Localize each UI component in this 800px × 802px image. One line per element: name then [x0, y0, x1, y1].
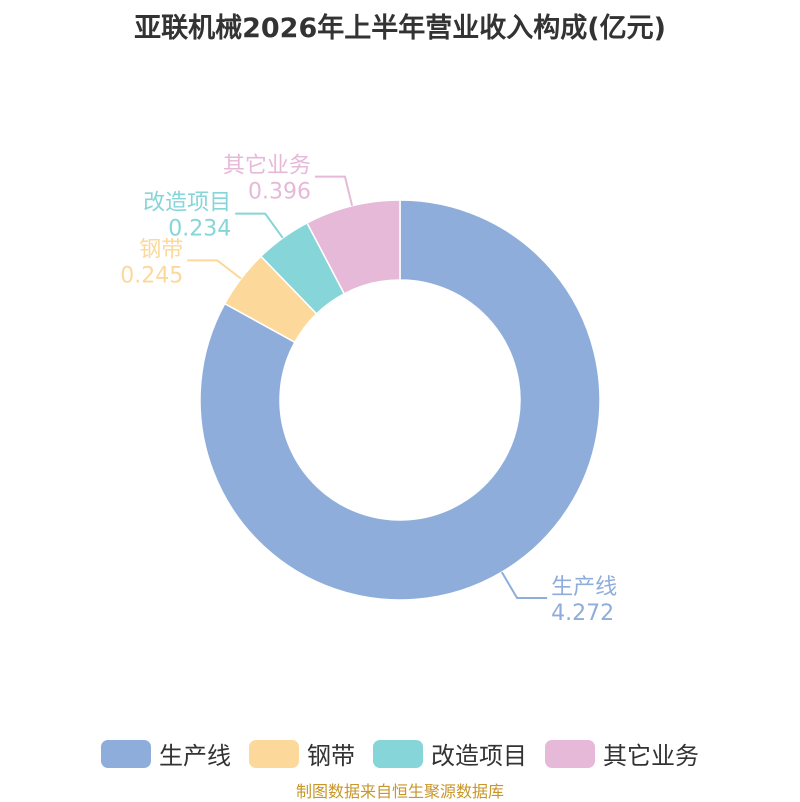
- legend-item-other-business[interactable]: 其它业务: [545, 736, 699, 771]
- legend-label: 钢带: [307, 742, 355, 770]
- legend-item-production-line[interactable]: 生产线: [101, 736, 231, 771]
- slice-value-production-line: 4.272: [551, 601, 614, 626]
- legend-label: 其它业务: [603, 742, 699, 770]
- slice-value-steel-belt: 0.245: [120, 263, 183, 288]
- legend-label: 生产线: [159, 742, 231, 770]
- leader-line-steel-belt: [187, 259, 242, 280]
- leader-line-renovation-project: [235, 212, 284, 239]
- leader-line-production-line: [500, 571, 548, 599]
- legend-swatch: [101, 739, 151, 768]
- legend-swatch: [249, 739, 299, 768]
- legend-item-steel-belt[interactable]: 钢带: [249, 736, 355, 771]
- chart-title: 亚联机械2026年上半年营业收入构成(亿元): [134, 13, 666, 44]
- slice-value-renovation-project: 0.234: [168, 217, 231, 242]
- slice-label-steel-belt: 钢带: [139, 237, 183, 262]
- leader-line-other-business: [314, 175, 354, 207]
- chart-legend: 生产线 钢带 改造项目 其它业务: [0, 736, 800, 771]
- data-source-note: 制图数据来自恒生聚源数据库: [295, 782, 504, 801]
- slice-label-production-line: 生产线: [551, 575, 617, 600]
- legend-swatch: [545, 739, 595, 768]
- slice-label-other-business: 其它业务: [223, 154, 311, 179]
- legend-swatch: [373, 739, 423, 768]
- slice-value-other-business: 0.396: [248, 180, 311, 205]
- slice-production-line[interactable]: [199, 199, 601, 601]
- legend-item-renovation-project[interactable]: 改造项目: [373, 736, 527, 771]
- slice-other-business[interactable]: [306, 199, 401, 295]
- legend-label: 改造项目: [431, 742, 527, 770]
- slice-label-renovation-project: 改造项目: [143, 191, 231, 216]
